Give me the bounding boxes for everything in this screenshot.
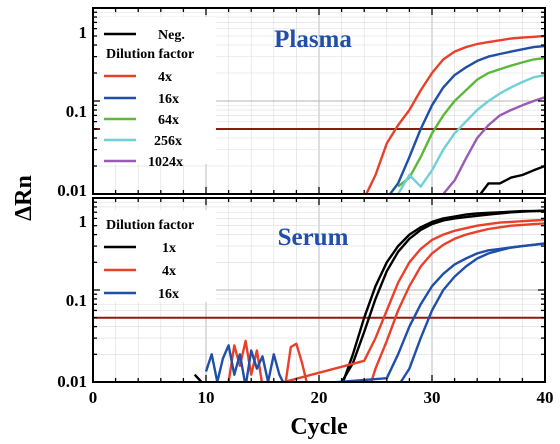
serum-ytick-1: 1 [79, 212, 88, 231]
plasma-ytick-1: 1 [79, 23, 88, 42]
plasma-series-line-Neg. [478, 164, 545, 194]
legend-label-serum-16x: 16x [158, 287, 179, 302]
plasma-series-line-16x [388, 44, 545, 194]
legend-label-64x: 64x [158, 113, 179, 128]
y-axis-title: ΔRn [11, 175, 37, 221]
serum-ytick-0.01: 0.01 [57, 372, 87, 391]
plasma-series-line-1024x [439, 96, 545, 194]
legend-label-256x: 256x [154, 134, 182, 149]
legend-label-4x: 4x [158, 70, 172, 85]
serum-panel-title: Serum [278, 224, 349, 251]
axis-ticks [92, 7, 546, 383]
legend-label-serum-4x: 4x [162, 264, 176, 279]
plasma-series [364, 34, 545, 194]
xtick-0: 0 [89, 388, 98, 407]
legend-label-1x: 1x [162, 241, 176, 256]
xtick-10: 10 [198, 388, 215, 407]
xtick-40: 40 [537, 388, 554, 407]
plasma-ytick-0.01: 0.01 [57, 181, 87, 200]
plasma-panel-title: Plasma [274, 26, 352, 53]
plasma-series-line-64x [397, 56, 545, 188]
serum-series-line-4x [227, 218, 545, 382]
plasma-legend-header: Dilution factor [106, 47, 194, 62]
serum-series-line-rep-3 [284, 222, 545, 382]
legend-label-neg: Neg. [158, 28, 185, 43]
serum-legend: Dilution factor 1x 4x 16x [100, 210, 216, 302]
xtick-20: 20 [311, 388, 328, 407]
plasma-ytick-0.1: 0.1 [66, 102, 87, 121]
serum-ytick-0.1: 0.1 [66, 291, 87, 310]
plasma-series-line-256x [397, 73, 545, 194]
serum-series [193, 209, 545, 382]
serum-series-line-rep-5 [399, 242, 545, 382]
serum-series-line-16x [204, 242, 545, 382]
plasma-legend: Neg. Dilution factor 4x 16x 64x 256x 102… [100, 17, 216, 170]
plasma-series-line-4x [364, 34, 545, 194]
x-axis-title: Cycle [290, 414, 348, 440]
xtick-30: 30 [424, 388, 441, 407]
serum-legend-background [100, 210, 216, 302]
serum-legend-header: Dilution factor [106, 218, 194, 233]
legend-label-16x: 16x [158, 92, 179, 107]
serum-series-line-rep-1 [193, 209, 545, 382]
legend-label-1024x: 1024x [148, 155, 183, 170]
